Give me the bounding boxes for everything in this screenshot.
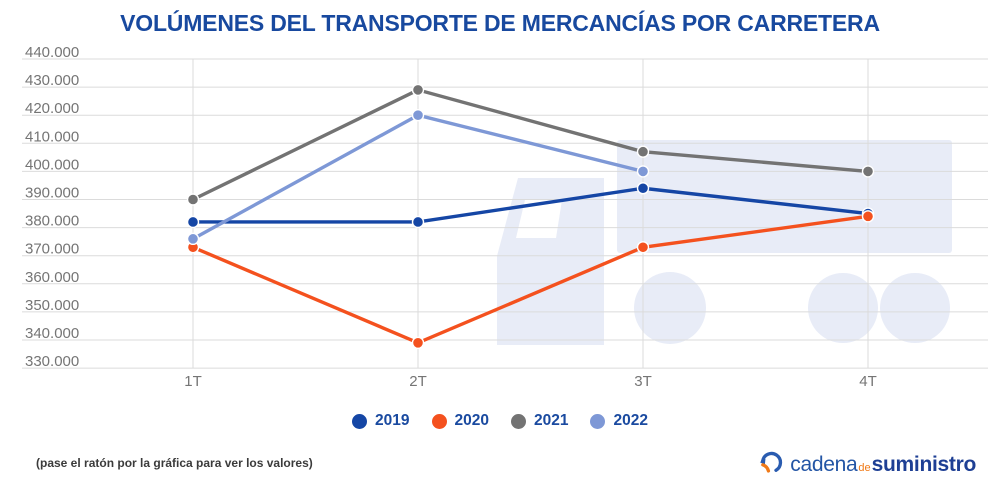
legend-label-2021: 2021: [534, 412, 569, 429]
cadena-de-suministro-logo[interactable]: cadena de suministro: [759, 450, 976, 477]
legend-swatch-2020: [431, 413, 447, 429]
x-axis-tick-label: 1T: [184, 373, 202, 390]
y-axis-tick-label: 360.000: [25, 269, 79, 286]
data-point-2019-1T[interactable]: [186, 215, 200, 229]
x-axis-tick-label: 3T: [634, 373, 652, 390]
data-point-2020-3T[interactable]: [636, 241, 650, 254]
y-axis-tick-label: 420.000: [25, 100, 79, 117]
data-point-2020-2T[interactable]: [411, 336, 425, 350]
series-line-2020[interactable]: [192, 214, 869, 345]
legend-swatch-2019: [352, 413, 368, 429]
series-line-2019[interactable]: [193, 186, 869, 224]
data-point-2021-1T[interactable]: [186, 193, 200, 206]
data-point-2022-1T[interactable]: [186, 232, 200, 246]
legend-item-2022[interactable]: 2022: [590, 412, 648, 430]
legend-swatch-2021: [511, 413, 526, 429]
data-point-2019-2T[interactable]: [411, 215, 425, 229]
data-point-2022-2T[interactable]: [411, 108, 425, 122]
data-point-2020-4T[interactable]: [861, 210, 875, 223]
logo-word-suministro: suministro: [871, 453, 977, 476]
data-point-2021-2T[interactable]: [411, 83, 425, 97]
data-point-2021-4T[interactable]: [861, 165, 875, 178]
legend-swatch-2022: [590, 413, 606, 429]
y-axis-tick-label: 350.000: [25, 297, 79, 314]
data-point-2022-3T[interactable]: [636, 165, 650, 178]
hover-hint-text: (pase el ratón por la gráfica para ver l…: [36, 456, 313, 470]
chart-legend: 2019 2020 2021 2022: [0, 412, 1000, 430]
series-line-2021[interactable]: [192, 88, 869, 202]
y-axis-tick-label: 440.000: [25, 44, 79, 61]
circular-arrows-icon: [760, 451, 783, 473]
y-axis-tick-label: 340.000: [25, 325, 79, 342]
legend-item-2019[interactable]: 2019: [352, 412, 410, 430]
logo-word-cadena: cadena: [790, 453, 858, 476]
legend-item-2021[interactable]: 2021: [511, 412, 568, 430]
y-axis-tick-label: 400.000: [25, 156, 79, 173]
legend-label-2019: 2019: [375, 412, 410, 429]
chart-title: VOLÚMENES DEL TRANSPORTE DE MERCANCÍAS P…: [120, 10, 880, 36]
y-axis-tick-label: 370.000: [25, 241, 79, 258]
x-axis-tick-label: 2T: [409, 373, 427, 390]
y-axis-tick-label: 380.000: [25, 213, 79, 230]
legend-item-2020[interactable]: 2020: [431, 412, 489, 430]
legend-label-2020: 2020: [454, 412, 489, 429]
x-axis-tick-label: 4T: [859, 373, 877, 390]
y-axis-tick-label: 330.000: [25, 353, 79, 370]
logo-word-de: de: [858, 462, 871, 474]
truck-watermark: [497, 140, 952, 345]
y-axis-tick-label: 390.000: [25, 185, 79, 202]
data-point-2019-3T[interactable]: [636, 182, 650, 195]
data-point-2021-3T[interactable]: [636, 145, 650, 158]
legend-label-2022: 2022: [613, 412, 648, 429]
y-axis-tick-label: 430.000: [25, 72, 79, 89]
y-axis-tick-label: 410.000: [25, 128, 79, 145]
